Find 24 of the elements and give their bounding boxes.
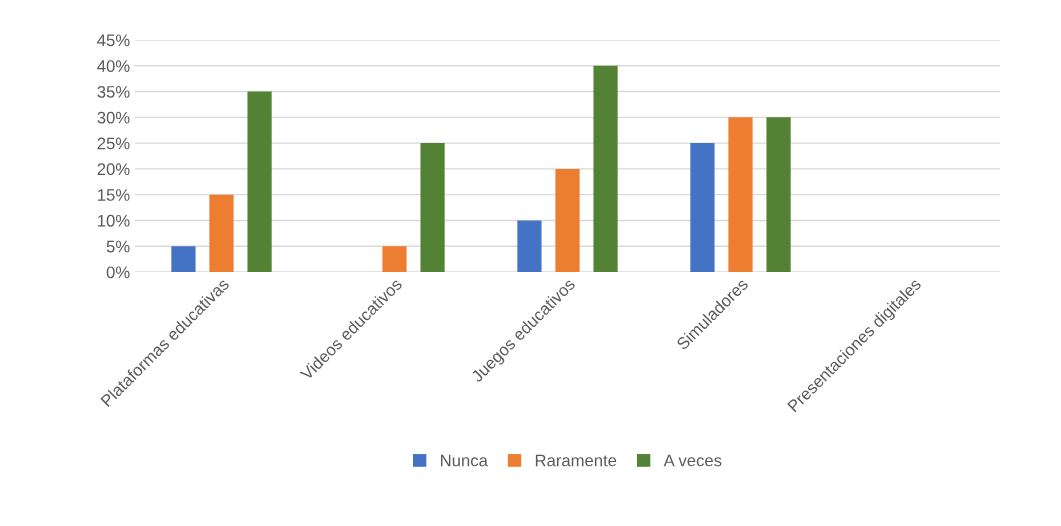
bar bbox=[690, 143, 715, 272]
bar bbox=[728, 117, 753, 272]
y-tick-label: 35% bbox=[97, 85, 130, 98]
y-tick-label: 20% bbox=[97, 163, 130, 176]
legend-label: Raramente bbox=[535, 454, 617, 467]
bar bbox=[382, 246, 407, 272]
bar bbox=[555, 168, 580, 272]
bar bbox=[593, 65, 618, 272]
bar bbox=[247, 91, 272, 272]
bar bbox=[517, 220, 542, 272]
bar bbox=[209, 194, 234, 272]
bar bbox=[420, 143, 445, 272]
y-tick-label: 10% bbox=[98, 214, 130, 227]
y-tick-label: 15% bbox=[98, 189, 130, 201]
legend-label: A veces bbox=[663, 454, 722, 467]
y-tick-label: 40% bbox=[97, 60, 130, 72]
bar bbox=[171, 246, 196, 272]
bar bbox=[766, 117, 791, 272]
y-tick-label: 0% bbox=[106, 266, 130, 279]
y-tick-label: 25% bbox=[97, 137, 130, 150]
y-tick-label: 5% bbox=[106, 240, 130, 253]
legend-label: Nunca bbox=[441, 454, 488, 467]
y-tick-label: 30% bbox=[97, 111, 130, 124]
y-tick-label: 45% bbox=[97, 34, 130, 47]
